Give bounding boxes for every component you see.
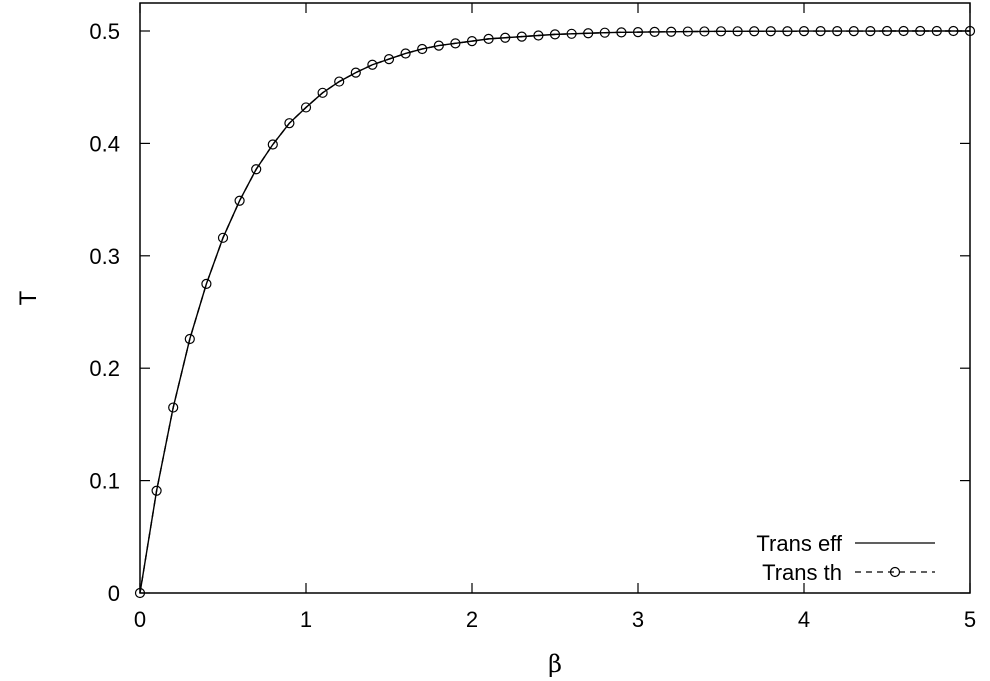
data-point [666, 26, 677, 37]
data-point [732, 26, 743, 37]
data-point [599, 27, 610, 38]
data-point [898, 25, 909, 37]
data-point [931, 25, 942, 37]
data-point [466, 36, 478, 47]
y-axis-label: T [15, 290, 42, 305]
legend-marker-trans-th [889, 566, 901, 578]
data-point [483, 33, 494, 44]
series-line-0 [139, 30, 970, 594]
data-point [500, 32, 511, 43]
series-line-1 [139, 30, 970, 594]
x-axis-label: β [548, 650, 562, 678]
data-point [765, 26, 776, 37]
data-point [350, 67, 361, 78]
data-point [881, 25, 893, 37]
data-point [217, 232, 229, 243]
y-tick-label: 0 [108, 581, 120, 606]
tick-labels: 0 1 2 3 4 5 0 0.1 0.2 0.3 0.4 0.5 [89, 19, 976, 632]
data-point [699, 26, 710, 37]
data-point [865, 26, 876, 37]
data-point [798, 26, 810, 37]
data-point [566, 28, 577, 39]
x-tick-label: 5 [964, 607, 976, 632]
data-point [964, 25, 976, 37]
data-point [632, 27, 644, 38]
y-tick-label: 0.4 [89, 131, 120, 156]
x-tick-label: 0 [134, 607, 146, 632]
data-point [400, 48, 411, 59]
data-point [433, 40, 444, 51]
series-layer [134, 25, 976, 599]
data-point [417, 43, 428, 55]
data-point [234, 195, 245, 206]
data-point [367, 59, 378, 70]
data-point [383, 53, 395, 65]
data-point [832, 26, 843, 37]
legend-label-trans-th: Trans th [762, 560, 842, 585]
data-point [915, 25, 926, 37]
data-point [267, 139, 278, 150]
data-point [616, 27, 627, 38]
y-tick-label: 0.3 [89, 244, 120, 269]
data-point [948, 25, 959, 37]
data-point [134, 587, 146, 599]
data-point [715, 26, 727, 37]
data-point [749, 26, 760, 37]
data-point [251, 164, 262, 175]
data-point [782, 26, 793, 37]
data-point [300, 102, 312, 113]
data-point [168, 402, 179, 413]
data-point [184, 333, 195, 345]
x-tick-label: 4 [798, 607, 810, 632]
data-point [516, 31, 527, 42]
y-tick-label: 0.1 [89, 469, 120, 494]
data-point [334, 76, 345, 87]
data-point [201, 278, 212, 289]
data-point [549, 29, 561, 40]
data-point [151, 485, 162, 496]
data-point [284, 118, 295, 129]
legend: Trans eff Trans th [756, 531, 935, 585]
data-point [682, 26, 693, 37]
data-point [450, 38, 461, 49]
y-tick-label: 0.2 [89, 356, 120, 381]
data-point [815, 26, 826, 37]
data-point [583, 28, 594, 39]
y-tick-label: 0.5 [89, 19, 120, 44]
plot-frame [139, 2, 971, 594]
data-point [533, 30, 544, 41]
data-point [848, 26, 859, 37]
data-point [317, 87, 328, 98]
x-tick-label: 3 [632, 607, 644, 632]
axis-ticks [139, 3, 971, 594]
x-tick-label: 1 [300, 607, 312, 632]
x-tick-label: 2 [466, 607, 478, 632]
data-point [649, 26, 660, 37]
legend-label-trans-eff: Trans eff [756, 531, 842, 556]
